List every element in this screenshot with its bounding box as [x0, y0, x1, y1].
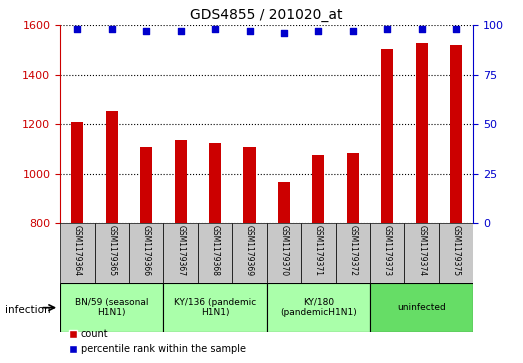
Text: GSM1179365: GSM1179365	[107, 225, 116, 276]
Point	[245, 28, 254, 34]
Bar	[301, 223, 336, 283]
Legend: count, percentile rank within the sample: count, percentile rank within the sample	[65, 326, 249, 358]
Text: uninfected: uninfected	[397, 303, 446, 312]
Point	[73, 26, 82, 32]
Point	[176, 28, 185, 34]
Point	[211, 26, 219, 32]
Bar	[71, 122, 83, 223]
Bar	[140, 147, 152, 223]
Bar	[312, 155, 324, 223]
Point	[280, 30, 288, 36]
Text: GSM1179374: GSM1179374	[417, 225, 426, 276]
Bar	[370, 283, 473, 332]
Text: GSM1179364: GSM1179364	[73, 225, 82, 276]
Bar	[163, 223, 198, 283]
Text: GSM1179370: GSM1179370	[279, 225, 289, 276]
Text: GSM1179366: GSM1179366	[142, 225, 151, 276]
Text: GSM1179371: GSM1179371	[314, 225, 323, 276]
Point	[452, 26, 460, 32]
Bar	[416, 43, 428, 223]
Point	[108, 26, 116, 32]
Bar	[336, 223, 370, 283]
Text: GSM1179372: GSM1179372	[348, 225, 357, 276]
Bar	[370, 223, 404, 283]
Bar	[163, 283, 267, 332]
Point	[349, 28, 357, 34]
Text: GSM1179375: GSM1179375	[451, 225, 461, 276]
Point	[383, 26, 391, 32]
Bar	[450, 45, 462, 223]
Bar	[60, 283, 163, 332]
Text: KY/180
(pandemicH1N1): KY/180 (pandemicH1N1)	[280, 298, 357, 317]
Bar	[129, 223, 163, 283]
Bar	[347, 153, 359, 223]
Bar	[439, 223, 473, 283]
Text: KY/136 (pandemic
H1N1): KY/136 (pandemic H1N1)	[174, 298, 256, 317]
Text: GSM1179373: GSM1179373	[383, 225, 392, 276]
Bar	[267, 283, 370, 332]
Text: GSM1179367: GSM1179367	[176, 225, 185, 276]
Bar	[267, 223, 301, 283]
Title: GDS4855 / 201020_at: GDS4855 / 201020_at	[190, 8, 343, 22]
Bar	[209, 143, 221, 223]
Point	[314, 28, 323, 34]
Bar	[60, 223, 95, 283]
Bar	[232, 223, 267, 283]
Text: BN/59 (seasonal
H1N1): BN/59 (seasonal H1N1)	[75, 298, 149, 317]
Bar	[198, 223, 232, 283]
Text: GSM1179368: GSM1179368	[211, 225, 220, 276]
Point	[417, 26, 426, 32]
Bar	[381, 49, 393, 223]
Bar	[404, 223, 439, 283]
Bar	[95, 223, 129, 283]
Text: GSM1179369: GSM1179369	[245, 225, 254, 276]
Point	[142, 28, 151, 34]
Bar	[106, 111, 118, 223]
Bar	[278, 183, 290, 223]
Bar	[244, 147, 256, 223]
Bar	[175, 140, 187, 223]
Text: infection: infection	[5, 305, 51, 315]
